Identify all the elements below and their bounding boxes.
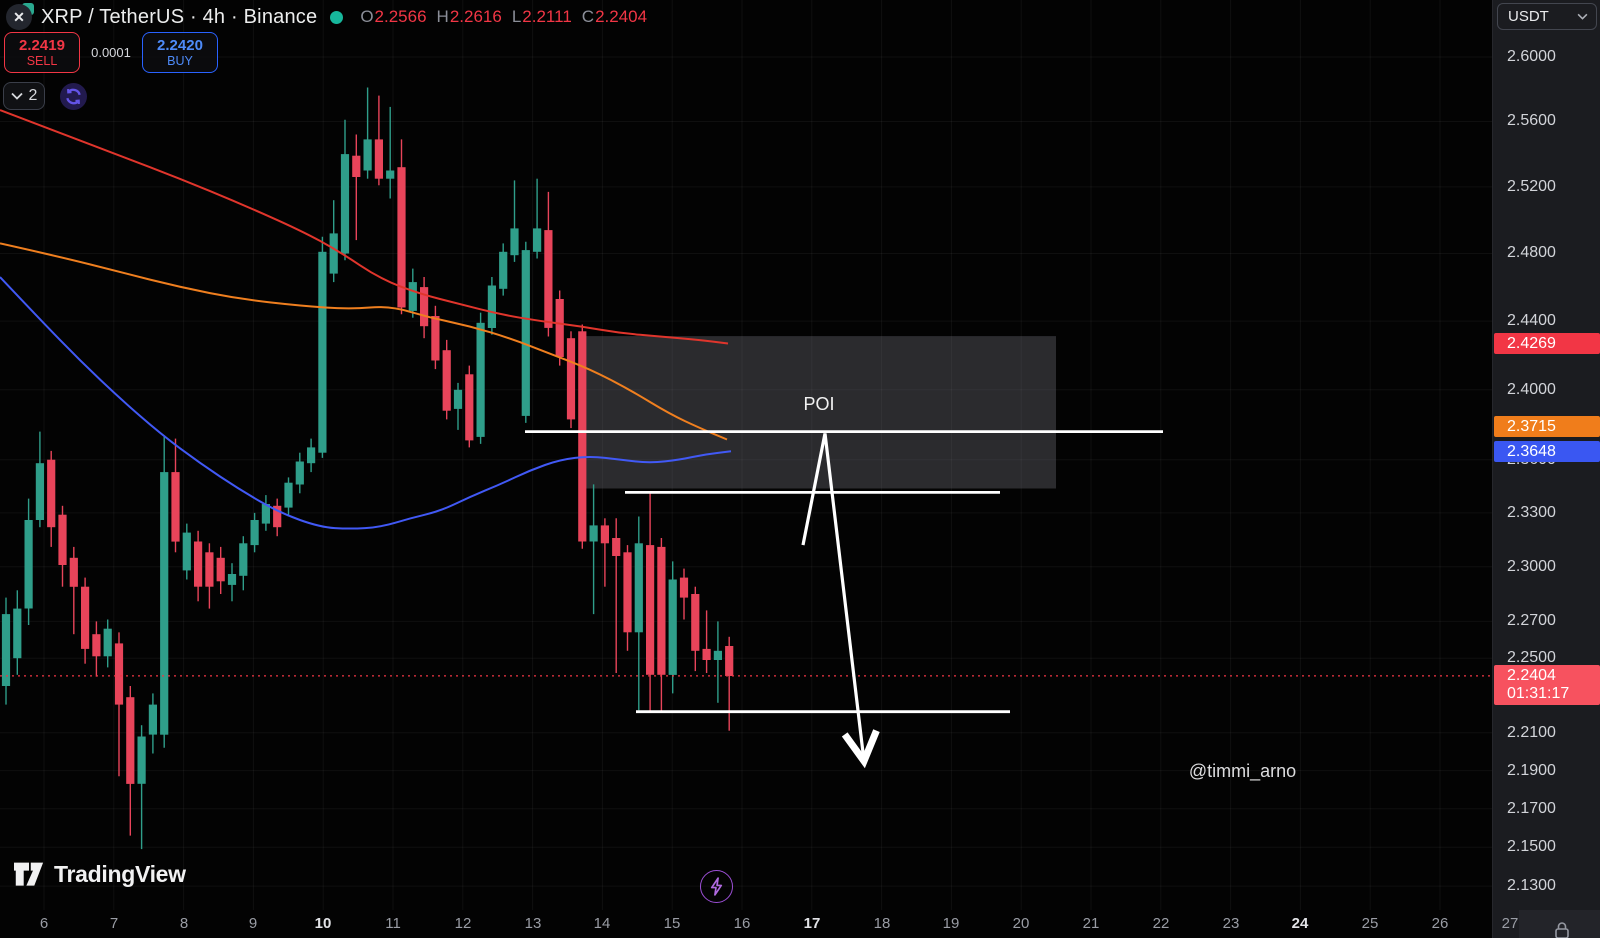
time-label: 16 — [733, 915, 751, 932]
lightning-icon — [710, 877, 723, 896]
time-label: 17 — [803, 915, 821, 932]
tradingview-wordmark: TradingView — [54, 861, 186, 887]
time-label: 24 — [1291, 915, 1309, 932]
tradingview-logo[interactable]: TradingView — [14, 861, 186, 888]
lightning-button[interactable] — [700, 870, 733, 903]
high-label: H — [436, 7, 449, 26]
open-label: O — [360, 7, 374, 26]
price-tick: 2.5200 — [1507, 178, 1556, 195]
price-tick: 2.1700 — [1507, 800, 1556, 817]
time-label: 23 — [1222, 915, 1240, 932]
close-label: C — [581, 7, 595, 26]
chevron-down-icon — [10, 92, 23, 100]
ma-orange-badge: 2.3715 — [1494, 416, 1600, 437]
price-tick: 2.2500 — [1507, 649, 1556, 666]
sell-price: 2.2419 — [19, 36, 65, 54]
price-tick: 2.1900 — [1507, 762, 1556, 779]
time-label: 12 — [454, 915, 472, 932]
currency-dropdown[interactable]: USDT — [1497, 3, 1597, 30]
high-value: 2.2616 — [449, 7, 502, 26]
refresh-icon[interactable] — [60, 82, 87, 110]
bar-countdown: 01:31:17 — [1507, 685, 1570, 702]
time-axis[interactable]: 6 7 8 9 10 11 12 13 14 15 16 17 18 19 20 21 22 23 24 25 26 27 — [0, 910, 1519, 938]
sell-button[interactable]: 2.2419 SELL — [4, 32, 80, 73]
ma-fast-blue — [0, 276, 732, 530]
time-label: 6 — [39, 915, 49, 932]
ma-red-badge: 2.4269 — [1494, 333, 1600, 354]
time-label: 25 — [1361, 915, 1379, 932]
candlestick-series — [1, 87, 734, 850]
close-value: 2.2404 — [595, 7, 648, 26]
price-axis[interactable]: USDT 2.6000 2.5600 2.5200 2.4800 2.4400 2.400… — [1492, 0, 1600, 938]
time-label: 9 — [248, 915, 258, 932]
spread-value: 0.0001 — [91, 45, 131, 60]
chart-toolbar: 2 — [3, 82, 87, 110]
bar-count-dropdown[interactable]: 2 — [3, 82, 45, 110]
sell-label: SELL — [26, 53, 58, 68]
xrp-coin-icon: ✕ — [6, 3, 34, 30]
time-label: 11 — [385, 915, 401, 932]
axis-corner-cell[interactable] — [1519, 910, 1600, 938]
time-label: 22 — [1152, 915, 1170, 932]
low-value: 2.2111 — [522, 7, 572, 26]
buy-button[interactable]: 2.2420 BUY — [142, 32, 218, 73]
time-label: 10 — [314, 915, 332, 932]
symbol-header: ✕ XRP / TetherUS · 4h · Binance O2.2566 … — [6, 3, 647, 31]
time-label: 15 — [663, 915, 681, 932]
price-tick: 2.6000 — [1507, 48, 1556, 65]
price-tick: 2.2100 — [1507, 724, 1556, 741]
ma-blue-badge: 2.3648 — [1494, 441, 1600, 462]
ma-mid-orange — [0, 242, 728, 441]
time-label: 21 — [1082, 915, 1100, 932]
time-label: 8 — [179, 915, 189, 932]
price-tick: 2.4000 — [1507, 381, 1556, 398]
price-tick: 2.1300 — [1507, 877, 1556, 894]
projection-arrow[interactable] — [801, 433, 880, 769]
ma-slow-red — [0, 109, 729, 345]
tradingview-mark-icon — [14, 862, 44, 886]
open-value: 2.2566 — [374, 7, 427, 26]
last-price-badge: 2.2404 01:31:17 — [1494, 665, 1600, 705]
price-tick: 2.3000 — [1507, 558, 1556, 575]
buy-price: 2.2420 — [157, 36, 203, 54]
time-label: 18 — [873, 915, 891, 932]
author-watermark: @timmi_arno — [1188, 761, 1297, 781]
price-tick: 2.5600 — [1507, 112, 1556, 129]
ohlc-values: O2.2566 H2.2616 L2.2111 C2.2404 — [360, 7, 647, 27]
price-tick: 2.2700 — [1507, 612, 1556, 629]
price-tick: 2.4400 — [1507, 312, 1556, 329]
price-tick: 2.1500 — [1507, 838, 1556, 855]
last-price-value: 2.2404 — [1507, 667, 1556, 684]
currency-value: USDT — [1508, 8, 1549, 25]
time-label: 26 — [1431, 915, 1449, 932]
buy-label: BUY — [167, 53, 193, 68]
time-label: 14 — [593, 915, 611, 932]
candlestick-chart[interactable] — [0, 0, 1492, 938]
time-label: 19 — [942, 915, 960, 932]
market-status-dot-icon[interactable] — [330, 10, 344, 24]
price-tick: 2.3300 — [1507, 504, 1556, 521]
poi-box-label: POI — [803, 394, 835, 414]
grid — [0, 0, 1492, 910]
price-tick: 2.4800 — [1507, 244, 1556, 261]
symbol-title[interactable]: XRP / TetherUS · 4h · Binance — [41, 5, 318, 28]
time-label: 20 — [1012, 915, 1030, 932]
time-label: 13 — [524, 915, 542, 932]
trade-buttons: 2.2419 SELL 0.0001 2.2420 BUY — [4, 32, 218, 73]
time-label: 7 — [109, 915, 119, 932]
chevron-down-icon — [1577, 13, 1588, 20]
time-label: 27 — [1501, 915, 1519, 932]
lock-icon[interactable] — [1553, 921, 1571, 938]
bar-count-value: 2 — [28, 87, 38, 104]
low-label: L — [511, 7, 522, 26]
